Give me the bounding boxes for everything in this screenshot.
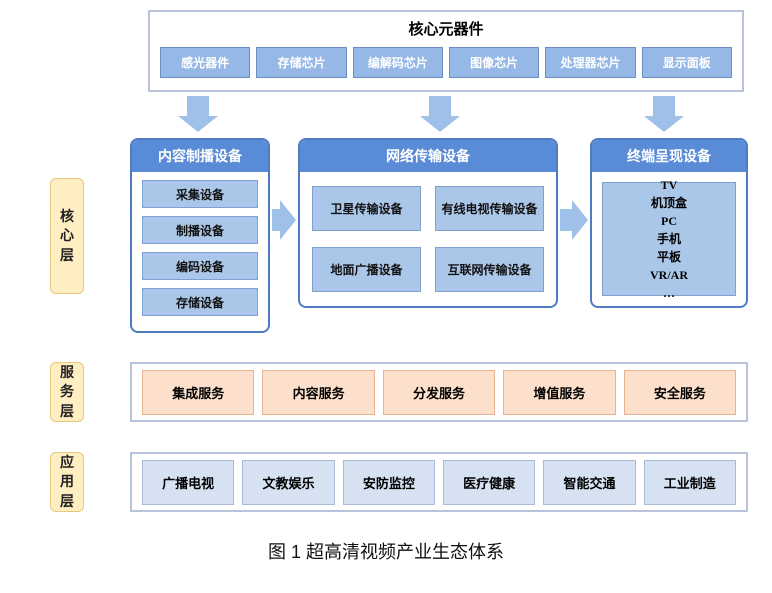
equipment-box: 制播设备 [142, 216, 258, 244]
chip-box: 存储芯片 [256, 47, 346, 78]
terminal-item: 手机 [657, 230, 681, 248]
terminal-item: 平板 [657, 248, 681, 266]
sidebar-core-layer: 核心层 [50, 178, 84, 294]
service-box: 增值服务 [503, 370, 615, 415]
equipment-box: 地面广播设备 [312, 247, 421, 292]
chip-box: 感光器件 [160, 47, 250, 78]
terminal-item: … [663, 284, 675, 302]
terminal-item: TV [661, 176, 678, 194]
app-box: 安防监控 [343, 460, 435, 505]
core-chips-row: 感光器件 存储芯片 编解码芯片 图像芯片 处理器芯片 显示面板 [150, 43, 742, 86]
terminal-list-box: TV 机顶盒 PC 手机 平板 VR/AR … [602, 182, 736, 296]
equipment-box: 编码设备 [142, 252, 258, 280]
equipment-box: 互联网传输设备 [435, 247, 544, 292]
terminal-item: VR/AR [650, 266, 688, 284]
application-layer-panel: 广播电视 文教娱乐 安防监控 医疗健康 智能交通 工业制造 [130, 452, 748, 512]
panel2-grid: 卫星传输设备 有线电视传输设备 地面广播设备 互联网传输设备 [300, 172, 556, 306]
app-box: 智能交通 [543, 460, 635, 505]
equipment-box: 存储设备 [142, 288, 258, 316]
sidebar-app-layer: 应用层 [50, 452, 84, 512]
chip-box: 处理器芯片 [545, 47, 635, 78]
panel3-body: TV 机顶盒 PC 手机 平板 VR/AR … [592, 172, 746, 306]
content-production-panel: 内容制播设备 采集设备 制播设备 编码设备 存储设备 [130, 138, 270, 333]
panel-title: 内容制播设备 [132, 140, 268, 172]
service-box: 内容服务 [262, 370, 374, 415]
equipment-box: 卫星传输设备 [312, 186, 421, 231]
service-box: 分发服务 [383, 370, 495, 415]
figure-caption: 图 1 超高清视频产业生态体系 [0, 538, 772, 564]
terminal-display-panel: 终端呈现设备 TV 机顶盒 PC 手机 平板 VR/AR … [590, 138, 748, 308]
app-box: 文教娱乐 [242, 460, 334, 505]
core-components-panel: 核心元器件 感光器件 存储芯片 编解码芯片 图像芯片 处理器芯片 显示面板 [148, 10, 744, 92]
terminal-item: 机顶盒 [651, 194, 687, 212]
equipment-box: 采集设备 [142, 180, 258, 208]
sidebar-service-layer: 服务层 [50, 362, 84, 422]
core-title: 核心元器件 [150, 12, 742, 43]
chip-box: 显示面板 [642, 47, 732, 78]
terminal-item: PC [661, 212, 677, 230]
service-box: 集成服务 [142, 370, 254, 415]
panel-title: 网络传输设备 [300, 140, 556, 172]
app-box: 医疗健康 [443, 460, 535, 505]
equipment-box: 有线电视传输设备 [435, 186, 544, 231]
panel-title: 终端呈现设备 [592, 140, 746, 172]
panel1-list: 采集设备 制播设备 编码设备 存储设备 [132, 172, 268, 324]
network-transmission-panel: 网络传输设备 卫星传输设备 有线电视传输设备 地面广播设备 互联网传输设备 [298, 138, 558, 308]
chip-box: 编解码芯片 [353, 47, 443, 78]
service-box: 安全服务 [624, 370, 736, 415]
app-box: 工业制造 [644, 460, 736, 505]
app-box: 广播电视 [142, 460, 234, 505]
chip-box: 图像芯片 [449, 47, 539, 78]
service-layer-panel: 集成服务 内容服务 分发服务 增值服务 安全服务 [130, 362, 748, 422]
